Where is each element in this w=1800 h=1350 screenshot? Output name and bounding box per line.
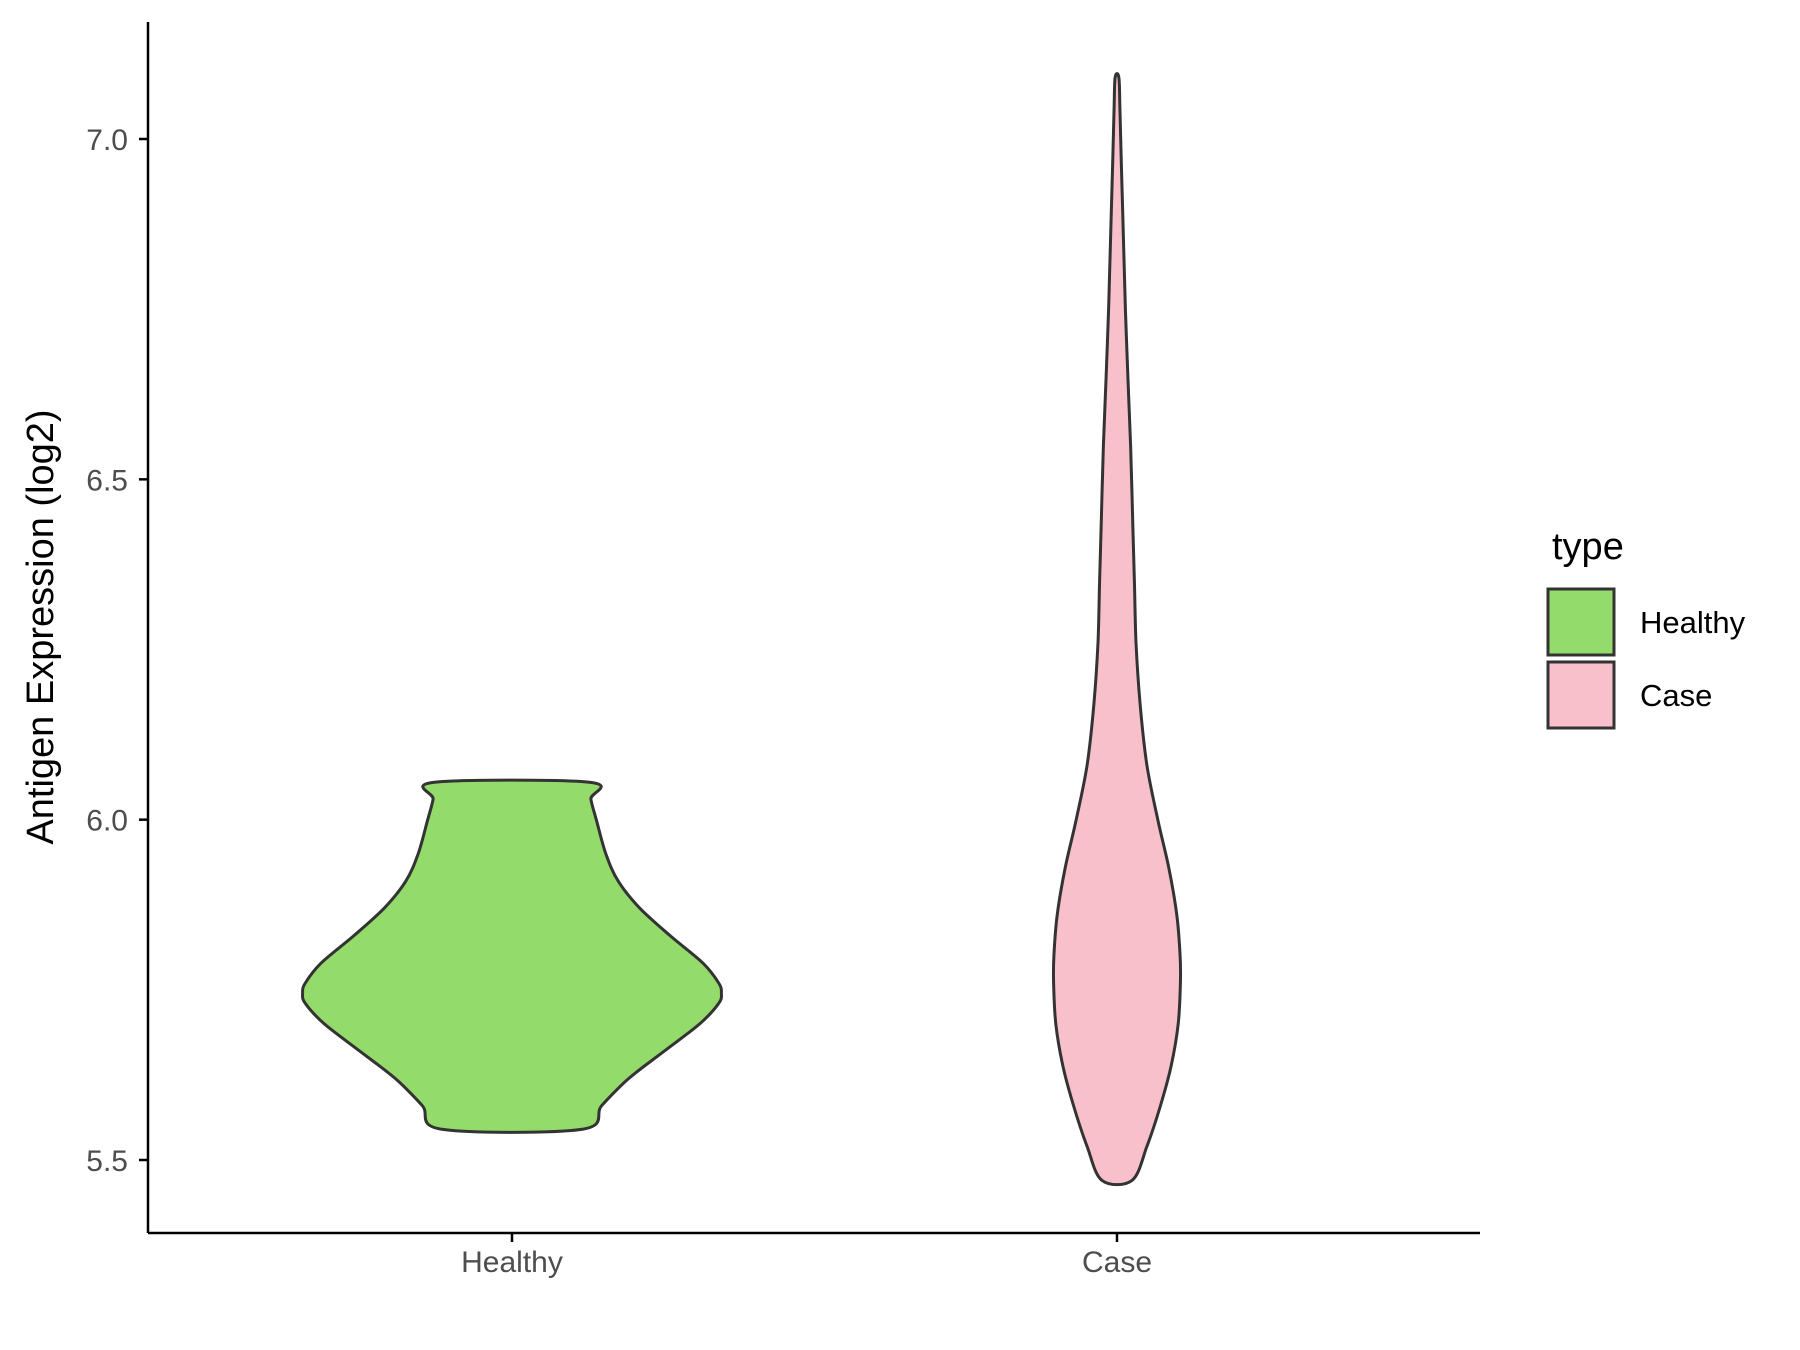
legend-label-case: Case — [1640, 678, 1712, 713]
y-ticks: 5.5 6.0 6.5 7.0 — [86, 124, 148, 1178]
y-tick-label: 6.5 — [86, 464, 128, 497]
legend-label-healthy: Healthy — [1640, 605, 1746, 640]
violin-case — [1051, 72, 1183, 1187]
legend-key-healthy — [1546, 587, 1616, 657]
legend-key-case — [1546, 660, 1616, 730]
legend: type Healthy Case — [1546, 526, 1746, 730]
x-tick-label-healthy: Healthy — [461, 1246, 563, 1279]
x-tick-label-case: Case — [1082, 1246, 1152, 1279]
y-tick-label: 7.0 — [86, 124, 128, 157]
y-axis-title: Antigen Expression (log2) — [20, 409, 62, 844]
violin-healthy — [301, 778, 723, 1134]
x-ticks: Healthy Case — [461, 1233, 1152, 1279]
axes-layer — [146, 22, 1480, 1235]
legend-title: type — [1552, 526, 1624, 568]
violin-layer — [301, 72, 1183, 1187]
y-tick-label: 6.0 — [86, 805, 128, 838]
y-tick-label: 5.5 — [86, 1145, 128, 1178]
